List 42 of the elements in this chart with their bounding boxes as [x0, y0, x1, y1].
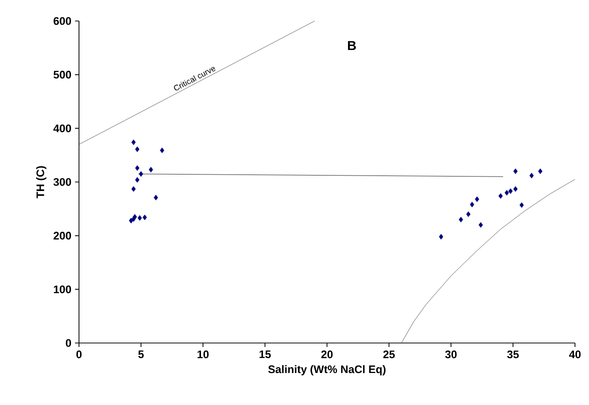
text: B: [348, 41, 356, 50]
y-tick-label: 300: [53, 178, 72, 186]
point: [513, 186, 518, 192]
y-tick-label: 500: [54, 70, 72, 79]
point: [135, 177, 140, 183]
point: [148, 166, 154, 172]
x-axis-title: Salinity (Wt% NaCl Eq): [268, 365, 386, 376]
point: [160, 148, 164, 154]
point: [513, 168, 518, 174]
point: [474, 196, 480, 202]
point: [529, 172, 534, 178]
y-tick-label: 400: [53, 124, 72, 132]
point: [466, 211, 471, 217]
y-tick-label: 200: [54, 232, 72, 240]
point: [131, 140, 136, 146]
line-series: [401, 179, 576, 344]
point: [154, 194, 158, 200]
x-tick-label: 40: [569, 350, 581, 358]
x-tick-label: 30: [445, 350, 457, 358]
x-tick-label: 0: [76, 350, 82, 358]
point: [135, 165, 140, 171]
point: [131, 186, 136, 192]
point: [458, 216, 464, 222]
point: [498, 193, 503, 199]
point: [142, 214, 147, 220]
y-tick-label: 0: [66, 339, 72, 347]
x-tick-label: 10: [198, 350, 209, 358]
x-tick-label: 25: [383, 350, 395, 358]
x-tick-label: 35: [507, 350, 519, 358]
y-tick-label: 100: [54, 285, 72, 294]
point: [478, 222, 483, 228]
point: [470, 202, 474, 208]
x-tick-label: 5: [138, 350, 144, 358]
point: [520, 202, 524, 208]
point: [508, 188, 513, 194]
x-tick-label: 15: [260, 350, 271, 358]
point: [138, 215, 142, 221]
x-tick-label: 20: [321, 350, 333, 358]
y-axis-title: TH (C): [36, 166, 46, 198]
y-tick-label: 600: [54, 17, 72, 25]
point: [138, 171, 144, 177]
point: [438, 234, 444, 240]
